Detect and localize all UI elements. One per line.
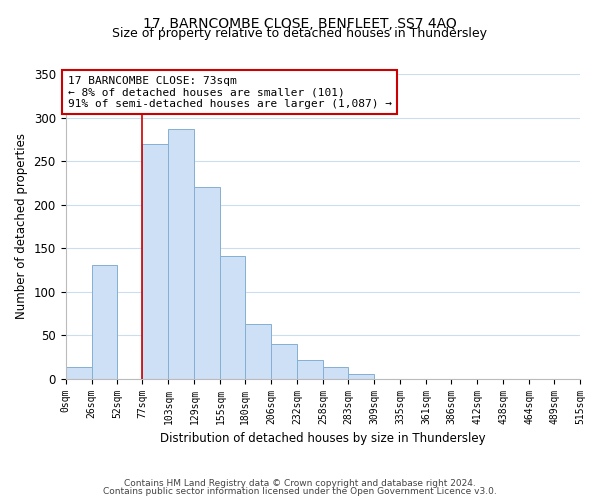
Text: 17 BARNCOMBE CLOSE: 73sqm
← 8% of detached houses are smaller (101)
91% of semi-: 17 BARNCOMBE CLOSE: 73sqm ← 8% of detach…	[68, 76, 392, 109]
Bar	[92, 264, 118, 378]
Y-axis label: Number of detached properties: Number of detached properties	[15, 134, 28, 320]
X-axis label: Distribution of detached houses by size in Thundersley: Distribution of detached houses by size …	[160, 432, 485, 445]
Text: Contains public sector information licensed under the Open Government Licence v3: Contains public sector information licen…	[103, 487, 497, 496]
Bar	[297, 360, 323, 378]
Text: 17, BARNCOMBE CLOSE, BENFLEET, SS7 4AQ: 17, BARNCOMBE CLOSE, BENFLEET, SS7 4AQ	[143, 18, 457, 32]
Bar	[271, 344, 297, 378]
Bar	[220, 256, 245, 378]
Bar	[142, 144, 169, 378]
Text: Size of property relative to detached houses in Thundersley: Size of property relative to detached ho…	[113, 28, 487, 40]
Bar	[348, 374, 374, 378]
Bar	[194, 187, 220, 378]
Bar	[65, 368, 92, 378]
Bar	[169, 129, 194, 378]
Bar	[245, 324, 271, 378]
Bar	[323, 368, 348, 378]
Text: Contains HM Land Registry data © Crown copyright and database right 2024.: Contains HM Land Registry data © Crown c…	[124, 479, 476, 488]
